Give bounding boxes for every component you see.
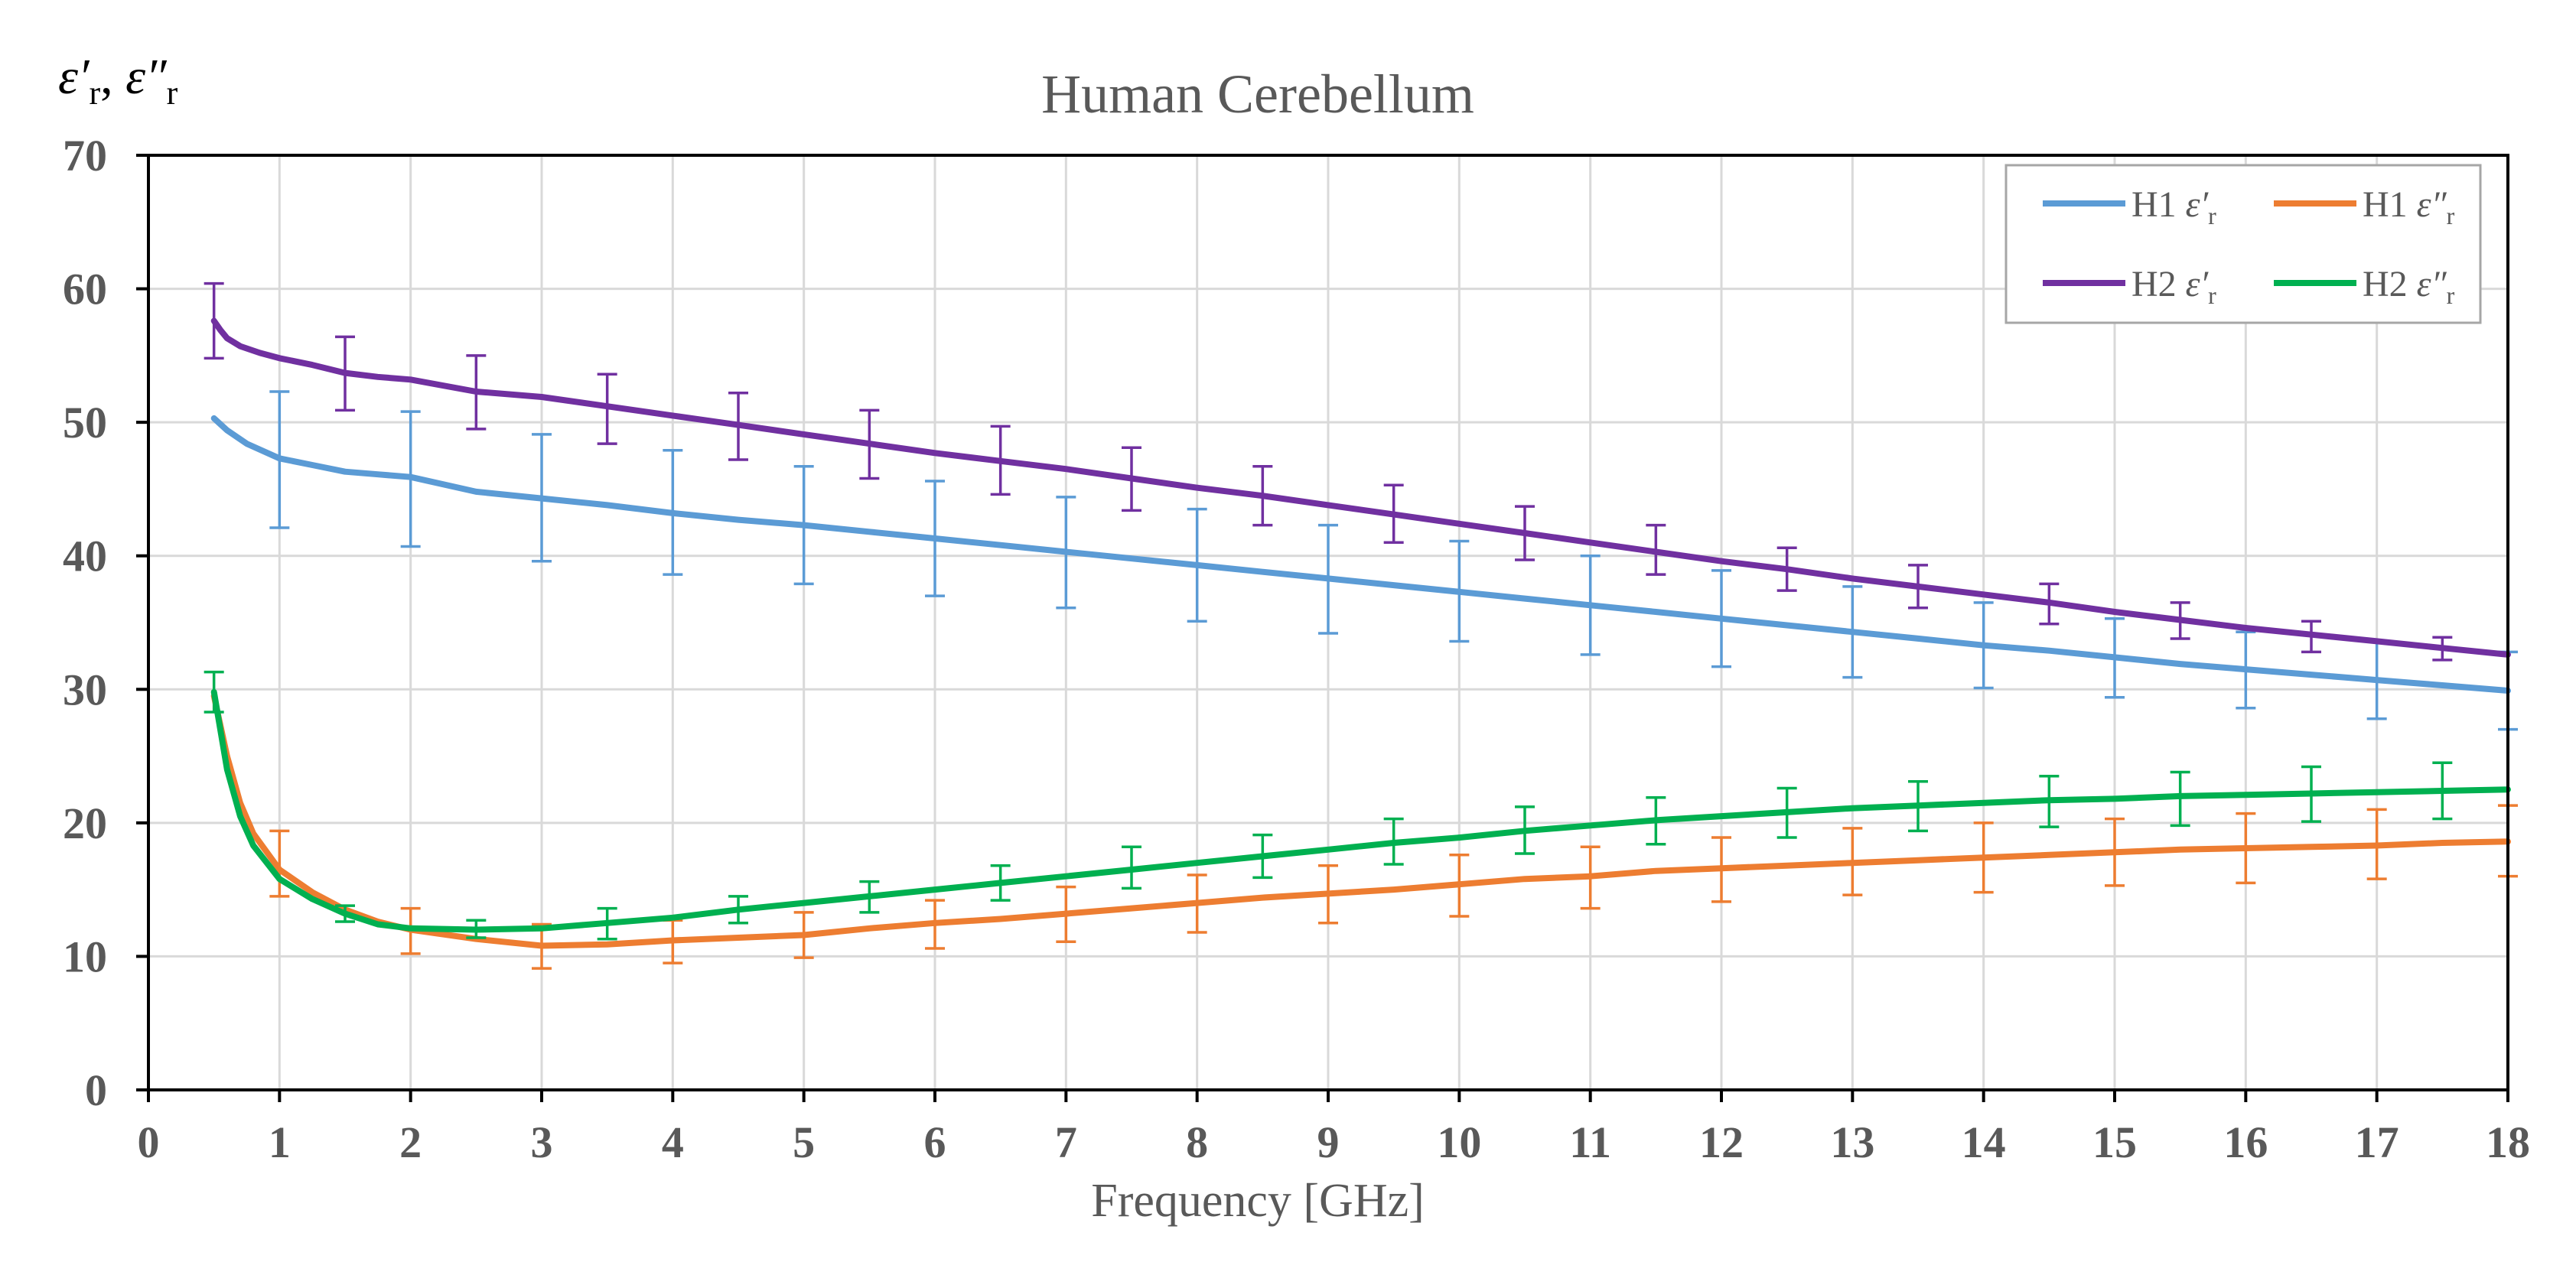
- series-layer: [204, 281, 2518, 970]
- y-tick-label: 50: [63, 398, 107, 447]
- legend-label: H1 ε″r: [2363, 184, 2455, 229]
- y-tick-label: 0: [85, 1065, 107, 1115]
- series-line: [210, 317, 2511, 658]
- legend-label-sub: r: [2447, 281, 2455, 309]
- legend-label-prefix: H2: [2363, 264, 2417, 304]
- y-tick-label: 40: [63, 532, 107, 581]
- legend-item: H2 ε″r: [2274, 264, 2455, 309]
- x-tick-label: 18: [2486, 1117, 2530, 1167]
- series-line: [210, 688, 2511, 933]
- y-label-sub1: r: [89, 74, 100, 112]
- legend-item: H1 ε″r: [2274, 184, 2455, 229]
- legend-label-sub: r: [2208, 202, 2216, 229]
- x-tick-label: 17: [2355, 1117, 2399, 1167]
- y-label-sub2: r: [167, 74, 178, 112]
- legend-label-symbol: ε′: [2186, 184, 2210, 225]
- tick-labels: 0 1 2 3 4 5 6 7 8 9 10 11 12 13 14 15 16 17 18010203040506…: [63, 131, 2530, 1167]
- legend-label: H2 ε′r: [2131, 264, 2216, 309]
- x-tick-label: 9: [1317, 1117, 1340, 1167]
- legend-box: [2004, 164, 2482, 324]
- series-3: [204, 281, 2511, 662]
- y-tick-label: 30: [63, 665, 107, 714]
- x-tick-label: 11: [1569, 1117, 1611, 1167]
- series-1: [210, 390, 2518, 731]
- y-tick-label: 70: [63, 131, 107, 181]
- legend-label: H2 ε″r: [2363, 264, 2455, 309]
- x-tick-label: 1: [269, 1117, 291, 1167]
- legend-label-sub: r: [2208, 281, 2216, 309]
- legend-label-symbol: ε″: [2417, 184, 2447, 225]
- series-line: [210, 415, 2511, 694]
- x-tick-label: 3: [531, 1117, 553, 1167]
- x-tick-label: 12: [1699, 1117, 1744, 1167]
- x-tick-label: 14: [1962, 1117, 2006, 1167]
- legend-item: H2 ε′r: [2043, 264, 2216, 309]
- y-tick-label: 10: [63, 932, 107, 981]
- x-tick-label: 2: [399, 1117, 422, 1167]
- x-tick-label: 6: [924, 1117, 946, 1167]
- legend-item: H1 ε′r: [2043, 184, 2216, 229]
- x-tick-label: 16: [2223, 1117, 2268, 1167]
- legend-label: H1 ε′r: [2131, 184, 2216, 229]
- x-tick-label: 13: [1830, 1117, 1874, 1167]
- x-tick-label: 7: [1055, 1117, 1077, 1167]
- x-axis-label: Frequency [GHz]: [1091, 1175, 1425, 1227]
- y-axis-label: ε′r, ε″r: [58, 49, 178, 112]
- series-4: [204, 670, 2511, 941]
- legend-label-prefix: H1: [2363, 184, 2417, 225]
- axes: [136, 154, 2509, 1102]
- legend: H1 ε′r H1 ε″rH2 ε′r H2 ε″r: [2004, 164, 2482, 324]
- x-tick-label: 8: [1186, 1117, 1208, 1167]
- legend-label-prefix: H1: [2131, 184, 2186, 225]
- x-tick-label: 0: [138, 1117, 160, 1167]
- x-tick-label: 5: [793, 1117, 815, 1167]
- legend-label-sub: r: [2447, 202, 2455, 229]
- y-label-sep: ,: [100, 49, 125, 105]
- chart-title: Human Cerebellum: [1041, 63, 1474, 125]
- y-label-eps1: ε′: [58, 49, 90, 105]
- legend-label-prefix: H2: [2131, 264, 2186, 304]
- x-tick-label: 15: [2092, 1117, 2137, 1167]
- legend-label-symbol: ε′: [2186, 264, 2210, 304]
- y-label-eps2: ε″: [125, 49, 168, 105]
- x-tick-label: 4: [662, 1117, 684, 1167]
- x-tick-label: 10: [1437, 1117, 1481, 1167]
- y-tick-label: 20: [63, 799, 107, 848]
- legend-label-symbol: ε″: [2417, 264, 2447, 304]
- y-tick-label: 60: [63, 265, 107, 314]
